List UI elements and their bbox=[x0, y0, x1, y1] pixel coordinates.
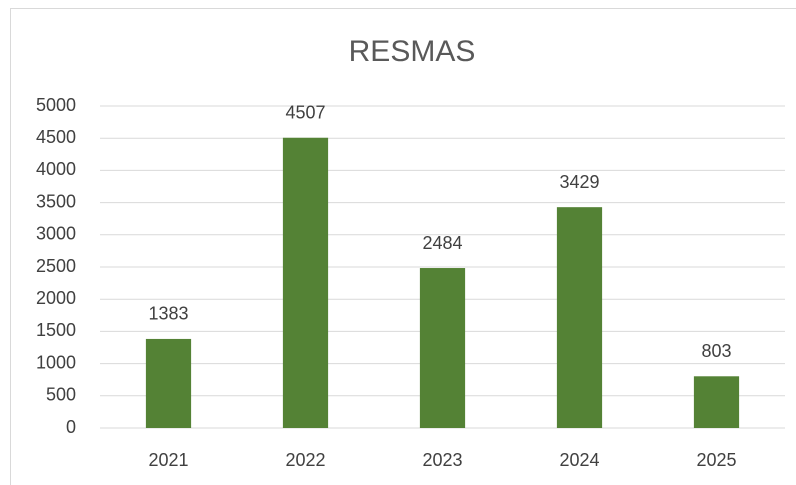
y-tick-label: 2000 bbox=[36, 288, 76, 308]
y-tick-label: 4000 bbox=[36, 159, 76, 179]
bar bbox=[556, 207, 603, 428]
x-tick-label: 2023 bbox=[422, 450, 462, 470]
chart-border bbox=[10, 8, 796, 485]
bar bbox=[282, 137, 329, 428]
data-label: 3429 bbox=[559, 172, 599, 192]
bar bbox=[145, 338, 192, 428]
data-label: 2484 bbox=[422, 233, 462, 253]
y-tick-label: 3000 bbox=[36, 224, 76, 244]
data-label: 803 bbox=[701, 341, 731, 361]
bar bbox=[693, 376, 740, 428]
y-tick-label: 4500 bbox=[36, 127, 76, 147]
y-tick-label: 1500 bbox=[36, 320, 76, 340]
x-tick-label: 2024 bbox=[559, 450, 599, 470]
y-tick-label: 500 bbox=[46, 385, 76, 405]
x-tick-label: 2025 bbox=[696, 450, 736, 470]
x-tick-label: 2022 bbox=[285, 450, 325, 470]
chart-title: RESMAS bbox=[349, 35, 476, 68]
y-tick-label: 1000 bbox=[36, 352, 76, 372]
y-tick-label: 2500 bbox=[36, 256, 76, 276]
bar bbox=[419, 268, 466, 428]
data-label: 1383 bbox=[148, 304, 188, 324]
data-label: 4507 bbox=[285, 102, 325, 122]
y-tick-label: 0 bbox=[66, 417, 76, 437]
y-tick-label: 3500 bbox=[36, 191, 76, 211]
x-tick-label: 2021 bbox=[148, 450, 188, 470]
y-tick-label: 5000 bbox=[36, 95, 76, 115]
